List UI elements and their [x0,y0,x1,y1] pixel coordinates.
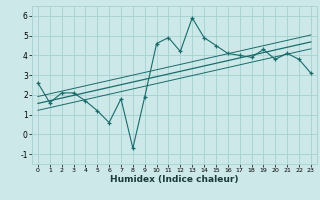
X-axis label: Humidex (Indice chaleur): Humidex (Indice chaleur) [110,175,239,184]
